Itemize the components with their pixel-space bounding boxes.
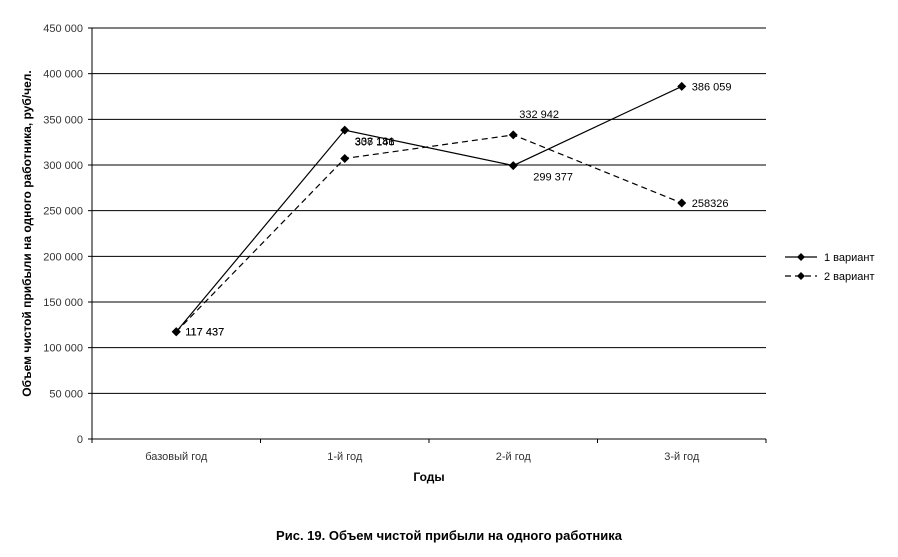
series-layer (171, 81, 687, 337)
y-tick-label: 450 000 (43, 23, 83, 35)
data-label: 386 059 (692, 81, 732, 93)
legend-marker-2 (797, 272, 805, 280)
series-1-marker (677, 81, 687, 91)
y-tick-label: 400 000 (43, 69, 83, 81)
y-tick-label: 0 (77, 434, 83, 446)
gridlines (92, 27, 766, 394)
series-2-marker (340, 153, 350, 163)
series-2-marker (171, 327, 181, 337)
series-line-2 (175, 134, 682, 333)
figure-caption: Рис. 19. Объем чистой прибыли на одного … (276, 528, 622, 543)
data-label: 299 377 (533, 172, 573, 184)
series-2-marker (508, 130, 518, 140)
x-axis-title: Годы (413, 470, 444, 484)
legend-label-2: 2 вариант (824, 271, 875, 283)
y-tick-label: 250 000 (43, 206, 83, 218)
y-tick-label: 100 000 (43, 343, 83, 355)
legend: 1 вариант 2 вариант (785, 252, 875, 283)
legend-marker-1 (797, 253, 805, 261)
x-axis-ticks: базовый год 1-й год 2-й год 3-й год (91, 439, 767, 463)
y-tick-label: 150 000 (43, 297, 83, 309)
y-axis-title: Объем чистой прибыли на одного работника… (20, 70, 34, 396)
x-tick-label: 1-й год (327, 451, 363, 463)
data-label: 338 181 (355, 136, 395, 148)
y-axis-ticks: 0 50 000 100 000 150 000 200 000 250 000 300 0… (43, 23, 92, 446)
data-label: 307 146 (355, 136, 395, 148)
line-chart: 0 50 000 100 000 150 000 200 000 250 000 300 0… (20, 23, 875, 484)
x-tick-label: 2-й год (496, 451, 532, 463)
series-line-1 (175, 85, 683, 333)
y-tick-label: 50 000 (49, 388, 83, 400)
y-tick-label: 300 000 (43, 160, 83, 172)
legend-label-1: 1 вариант (824, 252, 875, 264)
data-label: 332 942 (519, 109, 559, 121)
y-tick-label: 200 000 (43, 251, 83, 263)
data-label: 258326 (692, 198, 729, 210)
x-tick-label: 3-й год (664, 451, 700, 463)
y-tick-label: 350 000 (43, 114, 83, 126)
axes (91, 28, 766, 440)
x-tick-label: базовый год (145, 451, 208, 463)
series-1-marker (340, 125, 350, 135)
data-label: 117 437 (185, 327, 224, 339)
series-2-marker (677, 198, 687, 208)
data-label: 117 437 (185, 327, 224, 339)
series-1-marker (508, 161, 518, 171)
